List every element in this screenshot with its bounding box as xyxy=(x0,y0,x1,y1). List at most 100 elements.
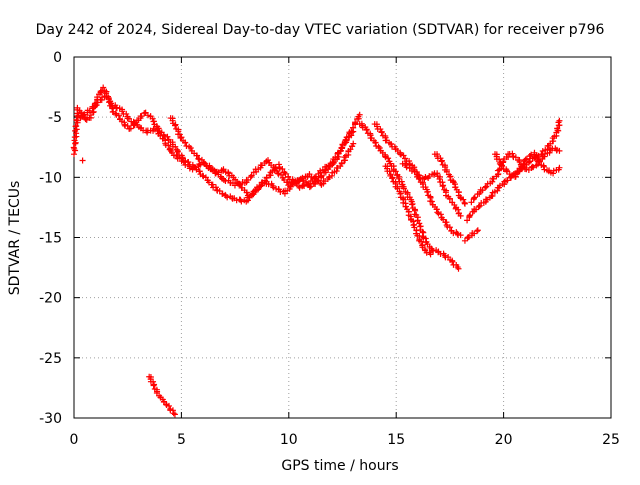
data-point xyxy=(79,157,86,164)
data-point xyxy=(169,407,176,414)
data-point xyxy=(408,201,415,208)
data-point xyxy=(403,164,410,171)
data-point xyxy=(113,111,120,118)
data-point xyxy=(281,169,288,176)
y-tick-label: -30 xyxy=(39,411,62,427)
data-point xyxy=(94,99,101,106)
data-point xyxy=(192,164,199,171)
data-point xyxy=(121,121,128,128)
series-track xyxy=(77,93,357,189)
y-tick-label: 0 xyxy=(53,50,62,66)
data-point xyxy=(215,169,222,176)
data-point xyxy=(439,183,446,190)
data-point xyxy=(248,172,255,179)
data-point xyxy=(461,200,468,207)
y-tick-label: -20 xyxy=(39,291,62,307)
data-point xyxy=(347,146,354,153)
series-track xyxy=(382,163,434,258)
data-point xyxy=(150,382,157,389)
data-point xyxy=(224,194,231,201)
data-point xyxy=(504,177,511,184)
data-point xyxy=(530,164,537,171)
data-point xyxy=(317,167,324,174)
data-point xyxy=(306,171,313,178)
data-point xyxy=(186,165,193,172)
data-point xyxy=(187,145,194,152)
data-point xyxy=(450,177,457,184)
data-point xyxy=(311,174,318,181)
data-point xyxy=(536,159,543,166)
data-point xyxy=(326,163,333,170)
data-point xyxy=(457,212,464,219)
series-track xyxy=(79,157,86,164)
data-point xyxy=(498,162,505,169)
data-point xyxy=(436,176,443,183)
data-point xyxy=(534,154,541,161)
data-point xyxy=(433,206,440,213)
data-point xyxy=(457,232,464,239)
data-point xyxy=(243,189,250,196)
data-point xyxy=(363,127,370,134)
data-point xyxy=(526,158,533,165)
data-point xyxy=(105,95,112,102)
x-tick-label: 10 xyxy=(280,432,298,448)
data-point xyxy=(475,204,482,211)
chart-title: Day 242 of 2024, Sidereal Day-to-day VTE… xyxy=(36,22,605,38)
data-point xyxy=(73,116,80,123)
series-track xyxy=(356,120,462,272)
x-tick-label: 0 xyxy=(70,432,79,448)
data-point xyxy=(509,150,516,157)
marker-layer xyxy=(70,84,563,418)
series-track xyxy=(399,160,464,219)
data-point xyxy=(172,122,179,129)
data-point xyxy=(450,230,457,237)
data-point xyxy=(482,184,489,191)
x-axis-label: GPS time / hours xyxy=(281,458,398,474)
data-point xyxy=(233,179,240,186)
data-point xyxy=(330,159,337,166)
tick-layer: 0 5 10 15 20 25 0 -5 -10 -15 -20 -25 -30 xyxy=(39,50,620,448)
data-point xyxy=(392,168,399,175)
data-point xyxy=(348,132,355,139)
data-point xyxy=(556,147,563,154)
data-point xyxy=(372,139,379,146)
series-track xyxy=(461,227,481,244)
data-point xyxy=(212,184,219,191)
data-point xyxy=(430,247,437,254)
data-point xyxy=(375,143,382,150)
data-point xyxy=(424,189,431,196)
data-point xyxy=(554,125,561,132)
data-point xyxy=(112,110,119,117)
data-point xyxy=(109,102,116,109)
data-point xyxy=(466,212,473,219)
series-track xyxy=(492,149,563,180)
data-point xyxy=(395,175,402,182)
data-point xyxy=(454,230,461,237)
data-point xyxy=(496,156,503,163)
series-track xyxy=(146,373,178,418)
data-point xyxy=(378,129,385,136)
data-point xyxy=(170,410,177,417)
data-point xyxy=(446,195,453,202)
y-tick-label: -25 xyxy=(39,351,62,367)
x-tick-label: 5 xyxy=(177,432,186,448)
data-point xyxy=(236,180,243,187)
data-point xyxy=(476,202,483,209)
data-point xyxy=(70,144,77,151)
data-point xyxy=(245,177,252,184)
y-axis-label: SDTVAR / TECUs xyxy=(7,181,23,296)
data-point xyxy=(166,146,173,153)
data-point xyxy=(460,196,467,203)
data-point xyxy=(428,198,435,205)
data-point xyxy=(447,173,454,180)
data-point xyxy=(474,228,481,235)
data-point xyxy=(171,411,178,418)
data-point xyxy=(73,122,80,129)
data-point xyxy=(100,84,107,91)
data-point xyxy=(350,140,357,147)
data-point xyxy=(449,258,456,265)
data-point xyxy=(265,157,272,164)
data-point xyxy=(467,212,474,219)
data-point xyxy=(356,111,363,118)
